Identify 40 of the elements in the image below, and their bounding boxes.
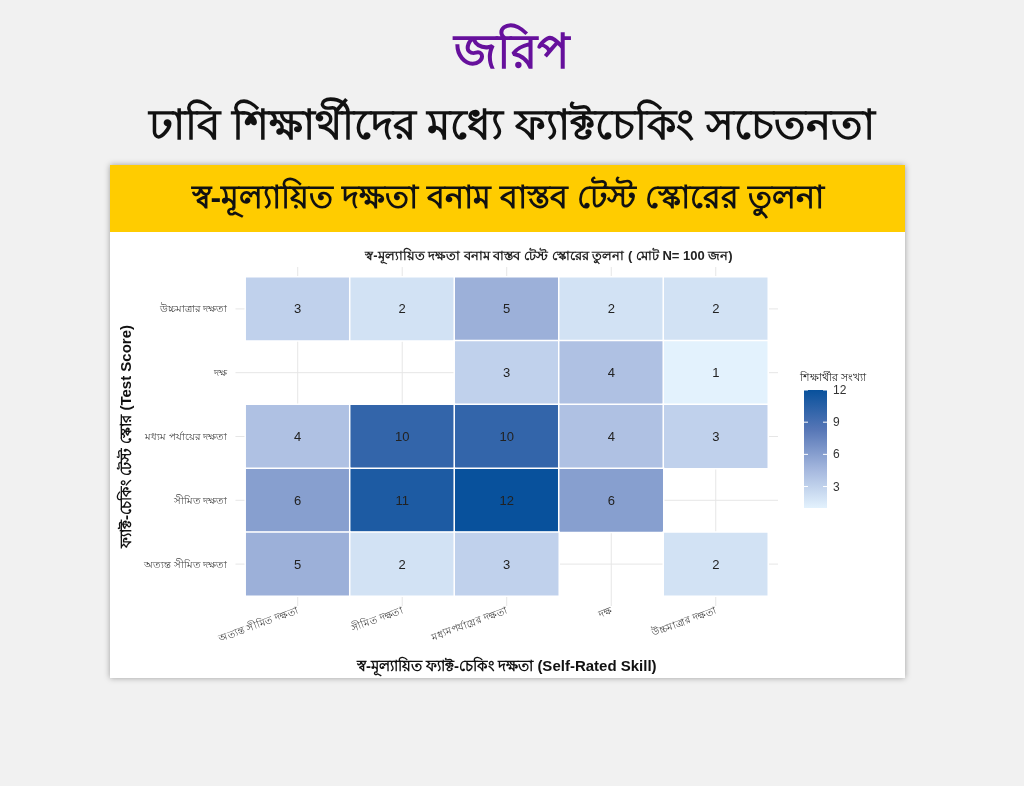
y-tick-label: সীমিত দক্ষতা <box>172 493 229 506</box>
color-bar-label: 12 <box>833 383 847 397</box>
data-label: 3 <box>712 429 720 444</box>
data-label: 6 <box>607 492 615 508</box>
x-tick-label: অত্যন্ত সীমিত দক্ষতা <box>216 603 301 645</box>
data-label: 6 <box>294 492 302 508</box>
data-label: 2 <box>398 301 406 317</box>
y-axis-title: ফ্যাক্ট-চেকিং টেস্ট স্কোর (Test Score) <box>116 324 134 550</box>
x-tick-label: সীমিত দক্ষতা <box>348 603 406 634</box>
data-label: 3 <box>503 365 511 381</box>
data-label: 12 <box>499 492 514 508</box>
data-label: 10 <box>499 429 514 444</box>
data-label: 3 <box>294 301 302 317</box>
data-label: 4 <box>607 365 615 381</box>
data-label: 1 <box>712 365 720 381</box>
data-label: 4 <box>607 429 615 444</box>
data-label: 2 <box>712 301 720 317</box>
x-tick-label: দক্ষ <box>596 604 615 620</box>
color-bar-label: 6 <box>833 447 840 462</box>
chart-subtitle: ঢাবি শিক্ষার্থীদের মধ্যে ফ্যাক্টচেকিং সচেতনতা <box>146 96 878 150</box>
x-axis-title: স্ব-মূল্যায়িত ফ্যাক্ট-চেকিং দক্ষতা (Self-Rated Skill) <box>355 656 657 677</box>
data-label: 3 <box>503 556 511 572</box>
data-label: 11 <box>395 492 409 508</box>
color-bar-label: 3 <box>833 479 840 494</box>
data-label: 2 <box>607 301 615 317</box>
data-label: 5 <box>503 301 511 317</box>
data-label: 5 <box>294 556 302 572</box>
color-bar-title: শিক্ষার্থীর সংখ্যা <box>799 370 868 383</box>
data-label: 2 <box>712 556 720 572</box>
y-tick-label: উচ্চমাত্রার দক্ষতা <box>158 302 229 315</box>
chart-title: জরিপ <box>451 22 572 80</box>
y-tick-label: দক্ষ <box>213 367 229 379</box>
text: স্ব-মূল্যায়িত দক্ষতা বনাম বাস্তব টেস্ট স্কোরের তুলনা ( মোট N= 100 জন) <box>364 247 733 265</box>
y-tick-label: মধ্যম পর্যায়ের দক্ষতা <box>143 431 229 442</box>
text: স্ব-মূল্যায়িত দক্ষতা বনাম বাস্তব টেস্ট স্কোরের তুলনা <box>110 165 905 232</box>
data-label: 2 <box>398 556 406 572</box>
y-tick-label: অত্যন্ত সীমিত দক্ষতা <box>142 557 229 570</box>
color-bar-label: 9 <box>833 415 840 430</box>
data-label: 4 <box>294 429 302 444</box>
data-label: 10 <box>394 429 410 444</box>
